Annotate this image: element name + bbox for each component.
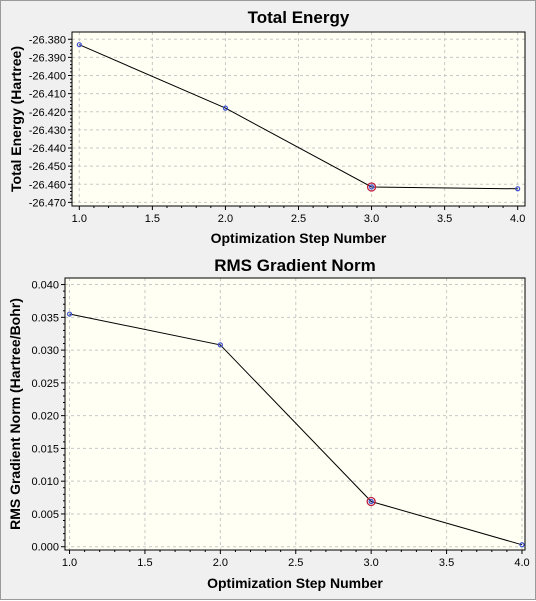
data-point bbox=[368, 184, 375, 190]
x-tick-label: 2.5 bbox=[288, 557, 303, 569]
plot-frame bbox=[71, 31, 526, 207]
x-axis-label: Optimization Step Number bbox=[207, 575, 383, 591]
plot-frame bbox=[64, 277, 526, 551]
chart-title: RMS Gradient Norm bbox=[214, 256, 376, 275]
x-tick-label: 2.5 bbox=[291, 213, 306, 225]
x-tick-label: 4.0 bbox=[514, 557, 529, 569]
highlight-marker bbox=[366, 496, 376, 507]
x-tick-label: 1.5 bbox=[145, 213, 160, 225]
y-tick-label: -26.410 bbox=[29, 89, 66, 101]
y-tick-label: -26.420 bbox=[29, 107, 66, 119]
x-tick-label: 3.5 bbox=[439, 557, 454, 569]
y-tick-label: 0.020 bbox=[31, 411, 59, 423]
y-tick-label: -26.390 bbox=[29, 52, 66, 64]
data-point bbox=[222, 105, 229, 111]
y-tick-label: 0.025 bbox=[31, 378, 59, 390]
y-tick-label: -26.380 bbox=[29, 34, 66, 46]
plot-area bbox=[65, 278, 525, 550]
series-line bbox=[79, 44, 518, 190]
y-tick-label: 0.035 bbox=[31, 312, 59, 324]
data-point bbox=[368, 498, 374, 505]
x-tick-label: 4.0 bbox=[510, 213, 525, 225]
x-tick-label: 2.0 bbox=[213, 557, 228, 569]
data-point bbox=[76, 42, 82, 48]
x-tick-label: 1.0 bbox=[72, 213, 87, 225]
x-axis-label: Optimization Step Number bbox=[211, 230, 387, 246]
y-tick-label: 0.005 bbox=[31, 509, 59, 521]
y-tick-label: -26.460 bbox=[29, 179, 66, 191]
x-tick-label: 3.0 bbox=[364, 213, 379, 225]
x-tick-label: 3.0 bbox=[364, 557, 379, 569]
chart-title: Total Energy bbox=[248, 8, 350, 27]
x-tick-label: 1.5 bbox=[137, 557, 152, 569]
y-axis-label: RMS Gradient Norm (Hartree/Bohr) bbox=[7, 298, 23, 530]
data-point bbox=[66, 311, 73, 317]
x-tick-label: 3.5 bbox=[437, 213, 452, 225]
y-tick-label: 0.010 bbox=[31, 476, 59, 488]
x-tick-label: 1.0 bbox=[62, 557, 77, 569]
y-tick-label: 0.040 bbox=[31, 280, 59, 292]
y-tick-label: -26.450 bbox=[29, 161, 66, 173]
chart-1: -26.380 -26.390 -26.400 -26.410 -26.420 -26.4… bbox=[8, 8, 526, 246]
y-tick-label: -26.440 bbox=[29, 143, 66, 155]
y-tick-label: -26.470 bbox=[29, 197, 66, 209]
x-tick-label: 2.0 bbox=[218, 213, 233, 225]
chart-2: 0.040 0.035 0.030 0.025 0.020 0.015 0.010 0.005… bbox=[7, 256, 530, 591]
series-line bbox=[69, 313, 523, 546]
y-axis-label: Total Energy (Hartree) bbox=[8, 46, 24, 192]
y-tick-label: -26.400 bbox=[29, 71, 66, 83]
highlight-marker bbox=[366, 182, 377, 192]
data-point bbox=[217, 342, 223, 348]
y-tick-label: 0.015 bbox=[31, 443, 59, 455]
y-tick-label: -26.430 bbox=[29, 125, 66, 137]
data-point bbox=[519, 542, 525, 548]
y-tick-label: 0.030 bbox=[31, 345, 59, 357]
data-point bbox=[515, 186, 521, 192]
y-tick-label: 0.000 bbox=[31, 542, 59, 554]
